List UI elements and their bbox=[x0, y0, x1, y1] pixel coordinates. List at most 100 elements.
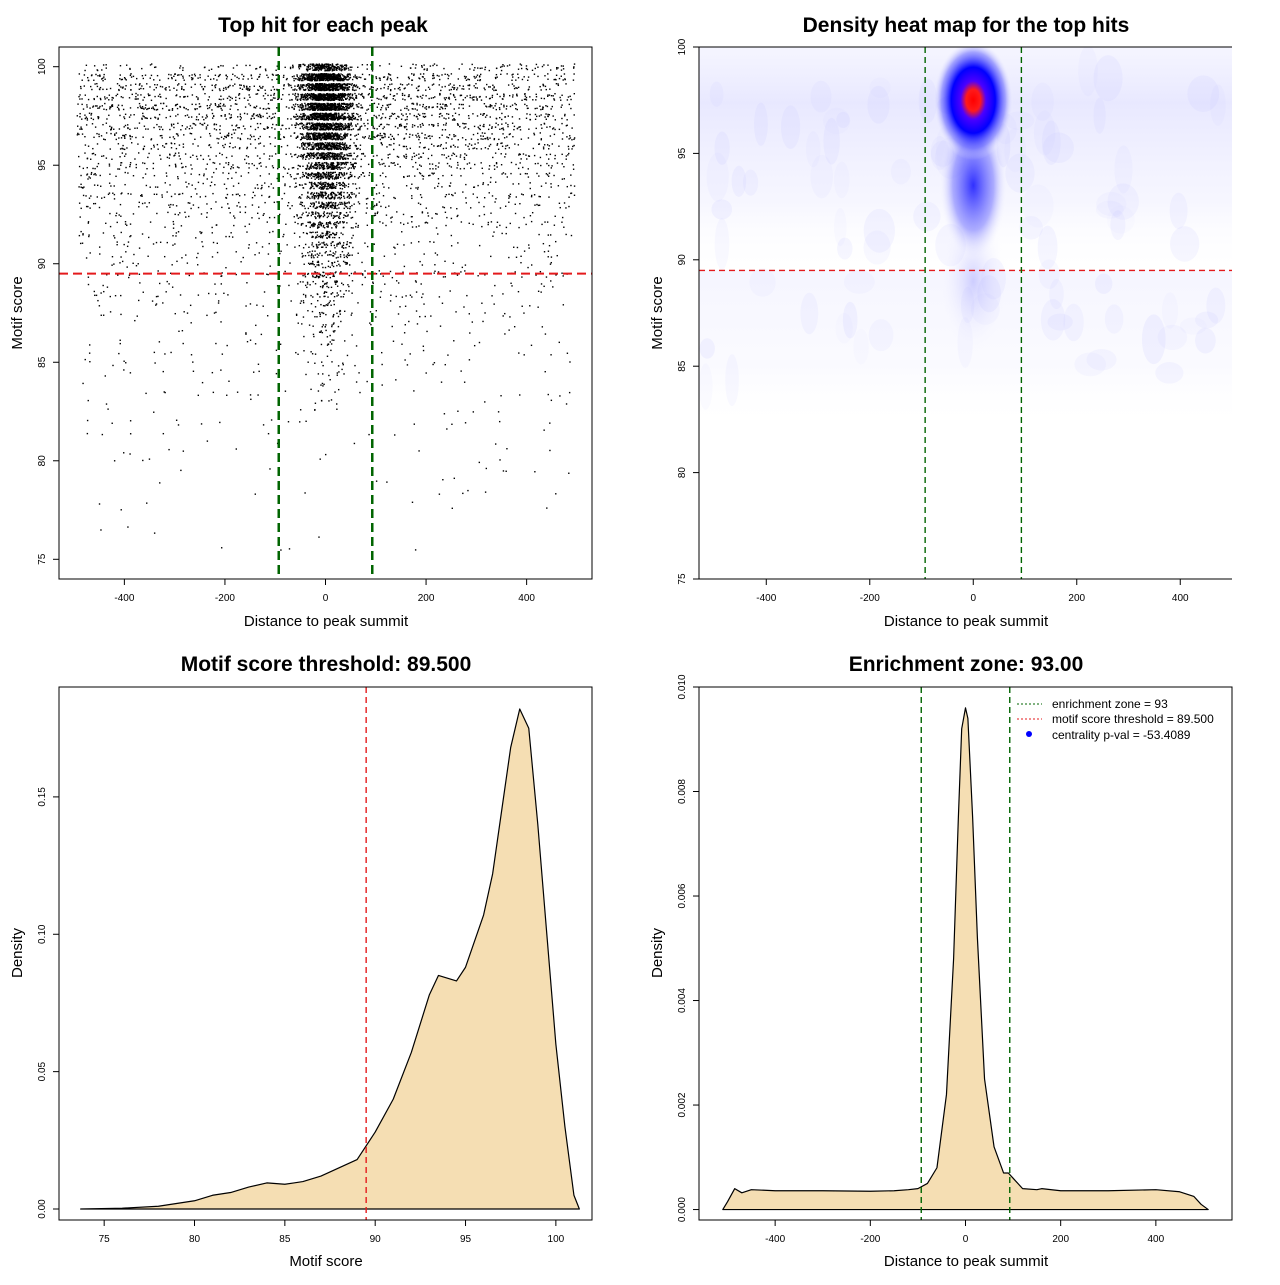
scatter-point bbox=[462, 103, 464, 106]
scatter-point bbox=[326, 216, 329, 219]
scatter-point bbox=[388, 136, 390, 139]
scatter-point bbox=[244, 194, 246, 196]
scatter-point bbox=[291, 106, 294, 109]
scatter-point bbox=[476, 99, 478, 101]
scatter-point bbox=[476, 98, 478, 100]
scatter-point bbox=[84, 69, 86, 72]
scatter-point bbox=[323, 204, 325, 206]
scatter-point bbox=[467, 489, 469, 492]
scatter-point bbox=[190, 173, 192, 175]
scatter-point bbox=[249, 303, 252, 305]
scatter-point bbox=[384, 136, 386, 138]
scatter-point bbox=[560, 65, 563, 67]
scatter-point bbox=[215, 155, 217, 157]
scatter-point bbox=[394, 253, 396, 255]
scatter-point bbox=[300, 123, 302, 125]
scatter-point bbox=[249, 143, 252, 145]
scatter-point bbox=[123, 369, 125, 371]
scatter-point bbox=[185, 216, 187, 218]
scatter-point bbox=[465, 79, 468, 81]
scatter-point bbox=[409, 353, 411, 355]
scatter-point bbox=[273, 94, 275, 96]
scatter-point bbox=[411, 215, 413, 218]
scatter-point bbox=[402, 114, 404, 117]
scatter-point bbox=[419, 315, 421, 318]
scatter-point bbox=[379, 296, 382, 298]
scatter-point bbox=[496, 144, 498, 146]
scatter-point bbox=[236, 166, 239, 168]
scatter-point bbox=[391, 276, 394, 279]
scatter-point bbox=[164, 226, 166, 228]
scatter-point bbox=[189, 125, 192, 127]
scatter-point bbox=[495, 77, 497, 80]
scatter-point bbox=[422, 152, 425, 154]
scatter-point bbox=[434, 96, 436, 98]
scatter-point bbox=[467, 145, 469, 148]
scatter-point bbox=[324, 266, 327, 269]
scatter-point bbox=[345, 127, 347, 130]
scatter-point bbox=[97, 299, 99, 302]
scatter-point bbox=[203, 66, 206, 69]
scatter-point bbox=[302, 173, 304, 176]
scatter-point bbox=[318, 276, 320, 278]
scatter-point bbox=[157, 270, 159, 272]
scatter-point bbox=[487, 128, 490, 131]
scatter-point bbox=[183, 311, 185, 313]
scatter-point bbox=[516, 246, 519, 249]
scatter-point bbox=[84, 114, 86, 116]
scatter-point bbox=[350, 106, 352, 108]
scatter-point bbox=[267, 273, 269, 276]
scatter-point bbox=[375, 273, 378, 275]
scatter-point bbox=[322, 171, 324, 174]
scatter-point bbox=[432, 73, 435, 75]
scatter-point bbox=[270, 419, 273, 421]
scatter-point bbox=[219, 89, 221, 92]
scatter-point bbox=[125, 79, 127, 81]
scatter-point bbox=[99, 88, 101, 91]
scatter-point bbox=[411, 197, 413, 200]
scatter-point bbox=[269, 468, 271, 470]
scatter-point bbox=[204, 195, 207, 198]
scatter-point bbox=[156, 186, 159, 188]
scatter-point bbox=[184, 83, 187, 85]
scatter-point bbox=[166, 156, 169, 159]
scatter-point bbox=[456, 167, 458, 169]
scatter-point bbox=[185, 254, 187, 256]
scatter-point bbox=[304, 492, 306, 494]
scatter-point bbox=[135, 265, 138, 267]
scatter-point bbox=[381, 116, 383, 119]
scatter-point bbox=[302, 274, 304, 277]
scatter-point bbox=[336, 74, 338, 77]
scatter-point bbox=[259, 66, 261, 69]
scatter-point bbox=[111, 105, 114, 108]
scatter-point bbox=[539, 132, 541, 134]
scatter-point bbox=[326, 232, 328, 234]
scatter-point bbox=[307, 73, 309, 76]
scatter-point bbox=[234, 103, 237, 105]
scatter-point bbox=[518, 126, 520, 128]
scatter-point bbox=[196, 108, 198, 110]
scatter-point bbox=[432, 97, 435, 99]
scatter-point bbox=[256, 122, 259, 125]
scatter-point bbox=[505, 470, 507, 472]
scatter-point bbox=[157, 95, 160, 97]
scatter-point bbox=[382, 275, 384, 277]
scatter-point bbox=[516, 95, 518, 97]
scatter-point bbox=[246, 282, 248, 284]
scatter-point bbox=[220, 275, 222, 277]
scatter-point bbox=[224, 105, 226, 107]
scatter-point bbox=[419, 114, 421, 117]
scatter-point bbox=[104, 138, 106, 141]
scatter-point bbox=[404, 107, 406, 110]
scatter-point bbox=[511, 96, 514, 98]
scatter-point bbox=[465, 123, 467, 125]
scatter-point bbox=[99, 253, 101, 255]
scatter-point bbox=[335, 223, 337, 226]
scatter-point bbox=[159, 85, 162, 88]
scatter-point bbox=[219, 73, 221, 76]
scatter-point bbox=[327, 296, 329, 298]
scatter-point bbox=[566, 99, 569, 101]
scatter-point bbox=[440, 143, 442, 146]
scatter-point bbox=[290, 84, 292, 87]
scatter-point bbox=[438, 162, 440, 164]
